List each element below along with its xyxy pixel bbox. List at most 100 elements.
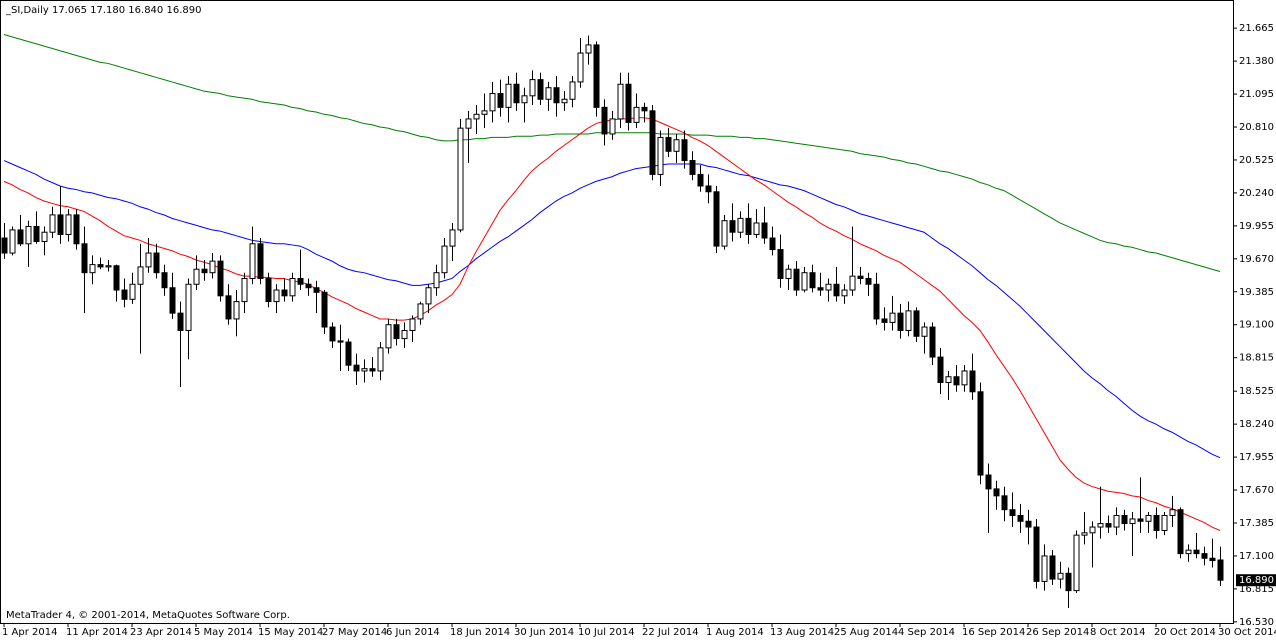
- candle-body: [169, 287, 176, 314]
- candle-body: [913, 310, 920, 337]
- candle-body: [537, 79, 544, 100]
- y-tick-label: 17.955: [1239, 452, 1274, 463]
- candle-body: [1209, 557, 1216, 562]
- candle-body: [961, 370, 968, 386]
- footer: MetaTrader 4, © 2001-2014, MetaQuotes So…: [6, 610, 290, 621]
- candle-body: [649, 110, 656, 175]
- candle-body: [905, 310, 912, 331]
- candle-body: [161, 272, 168, 289]
- candle-body: [441, 245, 448, 274]
- candle-body: [529, 79, 536, 97]
- candle-body: [137, 266, 144, 285]
- candle-body: [113, 265, 120, 291]
- x-tick-label: 25 Aug 2014: [834, 627, 898, 638]
- candle-body: [929, 326, 936, 358]
- candle-body: [625, 83, 632, 123]
- candle-body: [209, 260, 216, 274]
- candle-body: [945, 376, 952, 384]
- candle-body: [249, 243, 256, 279]
- plot-frame: [0, 0, 1234, 624]
- candle-body: [993, 488, 1000, 497]
- x-tick-label: 30 Oct 2014: [1218, 627, 1276, 638]
- candle-body: [593, 44, 600, 108]
- candle-body: [849, 275, 856, 291]
- y-tick-label: 17.385: [1239, 518, 1274, 529]
- candle-body: [377, 347, 384, 372]
- candle-body: [665, 136, 672, 152]
- candle-body: [801, 272, 808, 291]
- candle-body: [817, 287, 824, 291]
- x-tick-label: 1 Aug 2014: [706, 627, 764, 638]
- x-tick-label: 30 Jun 2014: [514, 627, 574, 638]
- candle-body: [321, 291, 328, 328]
- candle-body: [577, 52, 584, 83]
- candle-body: [689, 160, 696, 175]
- candle-body: [273, 289, 280, 303]
- candle-body: [329, 326, 336, 342]
- candle-body: [1057, 572, 1064, 580]
- candle-body: [401, 329, 408, 340]
- candle-body: [633, 106, 640, 123]
- last-price-label: 16.890: [1239, 575, 1274, 586]
- candle-body: [825, 283, 832, 291]
- y-tick-label: 19.385: [1239, 287, 1274, 298]
- candle-body: [217, 260, 224, 297]
- candle-body: [657, 136, 664, 175]
- candle-body: [1169, 509, 1176, 516]
- candle-body: [1025, 520, 1032, 528]
- candle-body: [457, 127, 464, 231]
- x-tick-label: 10 Jul 2014: [578, 627, 635, 638]
- candle-body: [761, 222, 768, 239]
- candle-body: [1137, 518, 1144, 522]
- x-tick-label: 4 Sep 2014: [898, 627, 955, 638]
- candle-body: [345, 341, 352, 366]
- candle-body: [185, 283, 192, 331]
- candle-body: [697, 173, 704, 187]
- x-tick-label: 23 Apr 2014: [130, 627, 192, 638]
- candle-body: [721, 220, 728, 247]
- candle-body: [369, 368, 376, 372]
- candle-body: [553, 87, 560, 104]
- candle-body: [865, 277, 872, 285]
- candle-body: [977, 391, 984, 476]
- candle-body: [609, 118, 616, 135]
- candle-body: [73, 214, 80, 245]
- candle-body: [257, 243, 264, 279]
- candle-body: [89, 264, 96, 274]
- candle-body: [969, 370, 976, 393]
- y-tick-label: 17.100: [1239, 551, 1274, 562]
- candle-body: [585, 44, 592, 54]
- candle-body: [121, 289, 128, 300]
- candle-body: [1097, 523, 1104, 528]
- y-tick-label: 19.955: [1239, 221, 1274, 232]
- y-tick-label: 20.810: [1239, 122, 1274, 133]
- candle-body: [225, 295, 232, 320]
- candle-body: [729, 220, 736, 233]
- candle-body: [1153, 514, 1160, 532]
- candle-body: [1065, 572, 1072, 592]
- candle-body: [841, 289, 848, 297]
- candle-body: [465, 118, 472, 129]
- candle-body: [569, 81, 576, 100]
- candle-body: [297, 277, 304, 285]
- candle-body: [1, 237, 8, 254]
- candle-body: [353, 364, 360, 372]
- y-tick-label: 18.815: [1239, 353, 1274, 364]
- moving-average: [3, 160, 1221, 459]
- y-tick-label: 21.380: [1239, 56, 1274, 67]
- candle-body: [785, 268, 792, 279]
- x-tick-label: 20 Oct 2014: [1154, 627, 1216, 638]
- x-tick-label: 11 Apr 2014: [66, 627, 128, 638]
- x-tick-label: 1 Apr 2014: [2, 627, 57, 638]
- candle-body: [393, 324, 400, 340]
- y-tick-label: 19.100: [1239, 320, 1274, 331]
- candle-body: [473, 113, 480, 120]
- candle-body: [433, 272, 440, 289]
- candle-body: [193, 268, 200, 285]
- candle-body: [1041, 555, 1048, 582]
- candle-body: [105, 265, 112, 268]
- candle-body: [873, 283, 880, 320]
- x-tick-label: 18 Jun 2014: [450, 627, 510, 638]
